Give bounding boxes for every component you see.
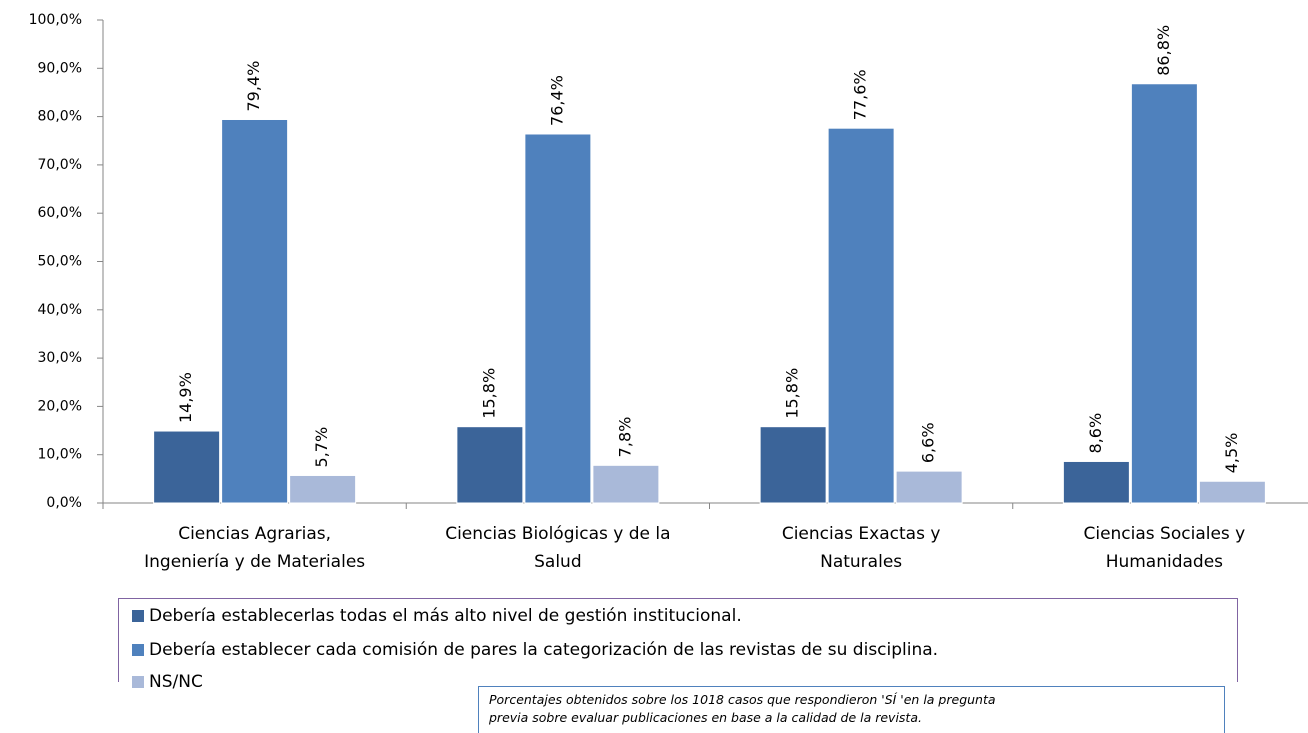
value-label: 77,6% (851, 69, 870, 120)
x-tick-label: Ciencias Biológicas y de la Salud (445, 524, 671, 572)
legend-swatch (132, 610, 144, 622)
legend-box (118, 598, 1238, 682)
value-label: 76,4% (547, 75, 566, 126)
y-tick-label: 20,0% (38, 398, 82, 414)
y-tick-label: 90,0% (38, 60, 82, 76)
y-tick-label: 60,0% (38, 205, 82, 221)
y-tick-label: 70,0% (38, 157, 82, 173)
legend-label: Debería establecer cada comisión de pare… (149, 640, 939, 660)
y-tick-label: 10,0% (38, 447, 82, 463)
value-label: 5,7% (312, 427, 331, 468)
legend-swatch (132, 644, 144, 656)
legend-swatch (132, 676, 144, 688)
annotation: Porcentajes obtenidos sobre los 1018 cas… (478, 686, 1225, 733)
legend-label: NS/NC (149, 672, 203, 692)
bar (759, 426, 827, 504)
y-tick-label: 50,0% (38, 254, 82, 270)
value-label: 79,4% (244, 61, 263, 112)
x-tick-label: Ciencias Exactas y Naturales (781, 524, 941, 572)
bar (827, 127, 895, 504)
bar (289, 474, 357, 504)
bar (895, 470, 963, 504)
bar (1062, 460, 1130, 504)
value-label: 4,5% (1222, 433, 1241, 474)
y-tick-label: 0,0% (46, 495, 82, 511)
legend-item: NS/NC (132, 672, 203, 692)
bar (153, 430, 221, 504)
x-tick-label: Ciencias Agrarias, Ingeniería y de Mater… (144, 524, 366, 572)
bar (221, 118, 289, 504)
y-tick-label: 100,0% (29, 12, 82, 28)
value-label: 15,8% (783, 368, 802, 419)
legend-label: Debería establecerlas todas el más alto … (149, 606, 742, 626)
bar (456, 426, 524, 504)
legend-item: Debería establecer cada comisión de pare… (132, 640, 938, 660)
bar (592, 464, 660, 504)
y-tick-label: 80,0% (38, 109, 82, 125)
value-label: 15,8% (479, 368, 498, 419)
y-tick-label: 30,0% (38, 350, 82, 366)
value-label: 6,6% (919, 422, 938, 463)
legend-item: Debería establecerlas todas el más alto … (132, 606, 742, 626)
bar (1130, 83, 1198, 504)
bar (524, 133, 592, 504)
value-label: 8,6% (1086, 413, 1105, 454)
value-label: 7,8% (615, 417, 634, 458)
x-tick-label: Ciencias Sociales y Humanidades (1083, 524, 1246, 572)
y-tick-label: 40,0% (38, 302, 82, 318)
value-label: 86,8% (1154, 25, 1173, 76)
bar (1198, 480, 1266, 504)
value-label: 14,9% (176, 372, 195, 423)
